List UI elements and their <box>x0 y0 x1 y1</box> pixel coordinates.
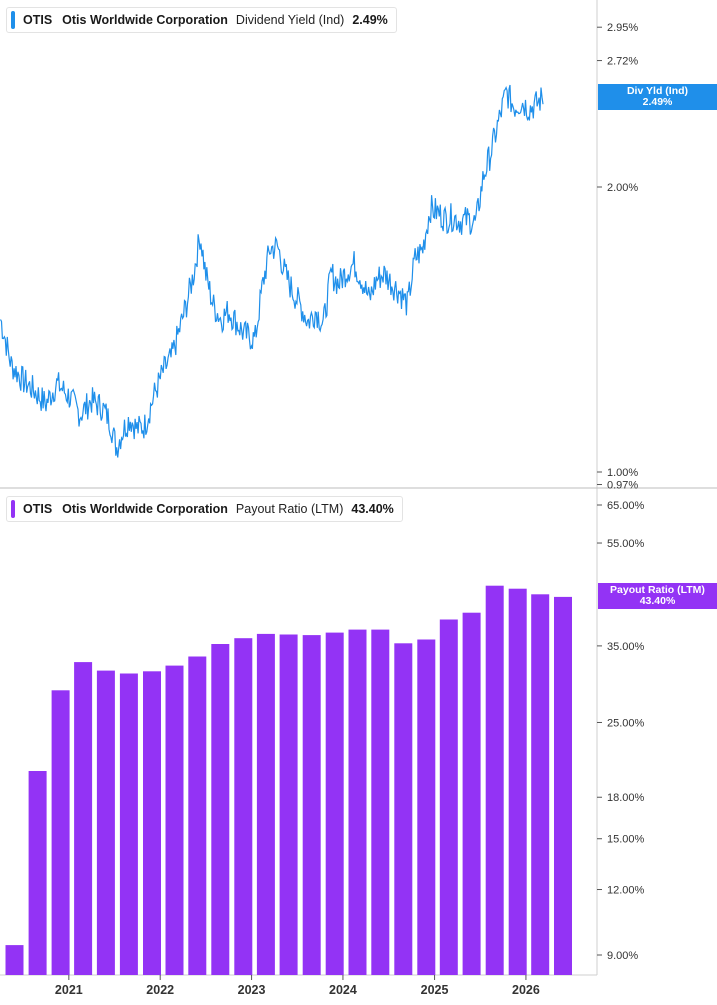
y-tick-label: 65.00% <box>607 500 645 512</box>
payout-bar <box>234 638 253 975</box>
y-tick-label: 2.95% <box>607 22 638 34</box>
series-color-swatch <box>11 11 15 29</box>
y-tick-label: 0.97% <box>607 480 638 492</box>
payout-bar <box>485 585 504 975</box>
y-tick-label: 2.72% <box>607 56 638 68</box>
x-tick-label: 2023 <box>238 983 266 997</box>
x-tick-label: 2024 <box>329 983 357 997</box>
payout-bar <box>143 671 161 975</box>
payout-bar <box>5 945 24 975</box>
payout-bar <box>74 662 93 975</box>
payout-bar <box>417 639 436 975</box>
legend-ticker: OTIS <box>23 13 53 27</box>
payout-bar <box>325 632 344 975</box>
payout-bar <box>508 588 527 975</box>
payout-bar <box>439 619 458 975</box>
tag-value: 43.40% <box>639 594 676 607</box>
y-tick-label: 2.00% <box>607 182 638 194</box>
x-tick-label: 2022 <box>146 983 174 997</box>
legend-value: 2.49% <box>352 13 388 27</box>
payout-bar <box>279 634 298 975</box>
payout-bar <box>302 635 321 975</box>
payout-bar <box>51 690 70 975</box>
x-tick-label: 2025 <box>421 983 449 997</box>
payout-price-tag: Payout Ratio (LTM) 43.40% <box>598 582 717 609</box>
legend-company: Otis Worldwide Corporation <box>62 502 228 516</box>
y-tick-label: 15.00% <box>607 834 645 846</box>
payout-bar <box>371 629 390 975</box>
y-tick-label: 35.00% <box>607 641 645 653</box>
payout-bar <box>348 629 367 975</box>
payout-bar <box>96 670 115 975</box>
payout-bar <box>211 644 230 975</box>
payout-bar <box>531 594 550 975</box>
payout-bar <box>554 596 572 975</box>
series-color-swatch <box>11 500 15 518</box>
dividend-yield-line <box>0 84 544 458</box>
payout-bar <box>28 771 47 975</box>
y-tick-label: 1.00% <box>607 467 638 479</box>
x-tick-label: 2026 <box>512 983 540 997</box>
x-tick-label: 2021 <box>55 983 83 997</box>
payout-bar <box>394 643 413 975</box>
y-tick-label: 18.00% <box>607 792 645 804</box>
tag-value: 2.49% <box>642 95 673 108</box>
legend-value: 43.40% <box>351 502 394 516</box>
y-tick-label: 12.00% <box>607 885 645 897</box>
payout-bar <box>256 633 275 975</box>
yield-price-tag: Div Yld (Ind) 2.49% <box>598 83 717 110</box>
payout-bar <box>165 665 184 975</box>
y-tick-label: 25.00% <box>607 717 645 729</box>
legend-metric: Dividend Yield (Ind) <box>235 13 345 27</box>
y-tick-label: 55.00% <box>607 538 645 550</box>
payout-bar <box>188 656 207 975</box>
legend-company: Otis Worldwide Corporation <box>62 13 228 27</box>
y-tick-label: 9.00% <box>607 950 638 962</box>
legend-metric: Payout Ratio (LTM) <box>235 502 344 516</box>
payout-bar <box>119 673 138 975</box>
legend-payout-ratio[interactable]: OTIS Otis Worldwide Corporation Payout R… <box>6 496 403 522</box>
legend-ticker: OTIS <box>23 502 53 516</box>
legend-dividend-yield[interactable]: OTIS Otis Worldwide Corporation Dividend… <box>6 7 397 33</box>
tag-label: Div Yld (Ind) <box>626 84 689 97</box>
tag-label: Payout Ratio (LTM) <box>610 583 705 596</box>
payout-bar <box>462 612 481 975</box>
